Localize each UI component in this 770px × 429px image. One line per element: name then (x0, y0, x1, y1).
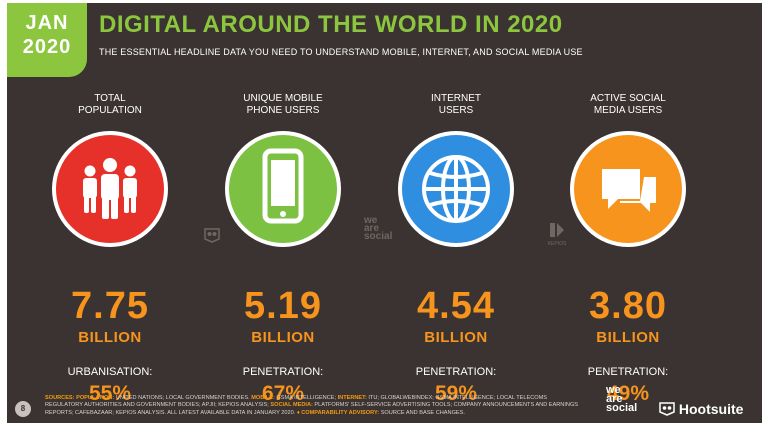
urbanisation-label: URBANISATION: (67, 366, 153, 378)
urbanisation-value: 55% (88, 382, 132, 405)
hootsuite-owl-icon (204, 228, 220, 243)
kepios-icon (550, 223, 564, 237)
social-source-text: PLATFORMS' SELF-SERVICE ADVERTISING TOOL… (45, 402, 579, 416)
population-source-label: POPULATION: (76, 395, 115, 401)
sources-label: SOURCES: (45, 395, 75, 401)
date-badge: JAN 2020 (7, 3, 87, 77)
stat-label: TOTAL POPULATION (78, 93, 142, 116)
advisory-text: SOURCE AND BASE CHANGES. (379, 409, 465, 416)
chat-bubbles-icon (602, 169, 656, 212)
kepios-logo: KEPIOS (547, 221, 567, 247)
population-source-text: UNITED NATIONS; LOCAL GOVERNMENT BODIES. (114, 395, 252, 401)
we-are-social-logo: we are social (606, 384, 638, 414)
sources-footnote: SOURCES: POPULATION: UNITED NATIONS; LOC… (45, 395, 585, 417)
stat-column-internet: INTERNET USERS 4.54 BILLION PENETRATION:… (371, 93, 541, 406)
social-penetration-label: PENETRATION: (587, 366, 669, 378)
we-are-social-watermark: we are social (364, 215, 393, 242)
kepios-label: KEPIOS (547, 241, 567, 247)
stat-label: ACTIVE SOCIAL MEDIA USERS (590, 93, 666, 116)
mobile-circle (225, 131, 341, 247)
mobile-source-label: MOBILE: (251, 395, 275, 401)
social-penetration-value: 49% (606, 382, 650, 405)
mobile-source-text: GSMA INTELLIGENCE; (274, 395, 338, 401)
stat-label: INTERNET USERS (431, 93, 481, 116)
social-unit: BILLION (596, 329, 660, 346)
stat-label: UNIQUE MOBILE PHONE USERS (243, 93, 323, 116)
hootsuite-logo: Hootsuite (659, 401, 743, 417)
population-unit: BILLION (78, 329, 142, 346)
mobile-penetration-label: PENETRATION: (242, 366, 324, 378)
internet-source-label: INTERNET: (337, 395, 367, 401)
social-value: 3.80 (589, 285, 667, 327)
mobile-penetration-value: 67% (261, 382, 305, 405)
stat-column-mobile: UNIQUE MOBILE PHONE USERS 5.19 BILLION P… (198, 93, 368, 406)
internet-unit: BILLION (424, 329, 488, 346)
internet-value: 4.54 (417, 285, 495, 327)
people-icon (83, 158, 137, 219)
slide-title: DIGITAL AROUND THE WORLD IN 2020 (99, 11, 563, 38)
stat-column-social: ACTIVE SOCIAL MEDIA USERS 3.80 BILLION P… (543, 93, 713, 406)
internet-source-text: ITU; GLOBALWEBINDEX; GSMA INTELLIGENCE; … (45, 395, 548, 409)
internet-penetration-label: PENETRATION: (415, 366, 497, 378)
stat-column-population: TOTAL POPULATION 7.75 (25, 93, 195, 406)
badge-year: 2020 (22, 36, 72, 58)
internet-circle (398, 131, 514, 247)
badge-month: JAN (25, 12, 69, 34)
mobile-phone-icon (262, 148, 304, 224)
slide: JAN 2020 DIGITAL AROUND THE WORLD IN 202… (7, 3, 762, 423)
slide-subtitle: THE ESSENTIAL HEADLINE DATA YOU NEED TO … (99, 47, 583, 57)
advisory-label: ♦ COMPARABILITY ADVISORY: (296, 409, 380, 416)
population-value: 7.75 (71, 285, 149, 327)
population-circle (52, 131, 168, 247)
social-circle (570, 131, 686, 247)
hootsuite-label: Hootsuite (678, 401, 744, 417)
internet-penetration-value: 59% (434, 382, 478, 405)
page-number: 8 (15, 401, 31, 417)
mobile-value: 5.19 (244, 285, 322, 327)
globe-icon (422, 155, 490, 223)
mobile-unit: BILLION (251, 329, 315, 346)
social-source-label: SOCIAL MEDIA: (270, 402, 313, 409)
hootsuite-owl-icon (659, 402, 675, 416)
